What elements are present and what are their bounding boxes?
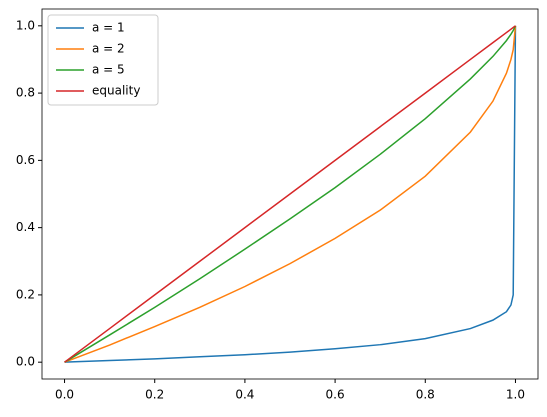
- x-tick-label: 0.8: [416, 388, 435, 402]
- y-tick-label: 0.6: [16, 153, 35, 167]
- legend-label: a = 5: [92, 63, 125, 77]
- x-tick-label: 0.6: [326, 388, 345, 402]
- y-tick-label: 0.0: [16, 355, 35, 369]
- y-tick-label: 0.8: [16, 86, 35, 100]
- x-tick-label: 0.4: [235, 388, 254, 402]
- legend-label: equality: [92, 84, 140, 98]
- line: [64, 25, 517, 363]
- axes-frame: [41, 8, 539, 380]
- x-tick-label: 0.0: [55, 388, 74, 402]
- y-tick-label: 0.4: [16, 220, 35, 234]
- line: [64, 25, 517, 363]
- legend-label: a = 1: [92, 21, 125, 35]
- line: [64, 25, 517, 363]
- legend-label: a = 2: [92, 42, 125, 56]
- x-tick-label: 0.2: [145, 388, 164, 402]
- line: [64, 25, 516, 363]
- x-tick-label: 1.0: [506, 388, 525, 402]
- y-tick-label: 0.2: [16, 287, 35, 301]
- legend-box: [47, 14, 159, 106]
- y-tick-label: 1.0: [16, 18, 35, 32]
